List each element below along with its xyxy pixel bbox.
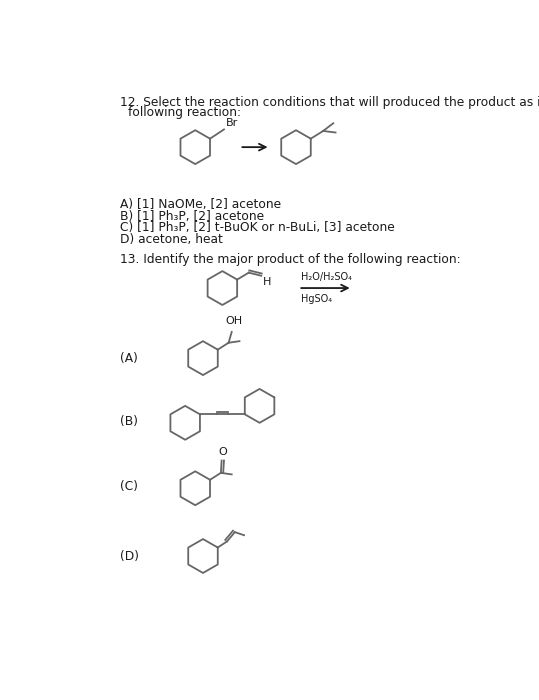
- Text: 12. Select the reaction conditions that will produced the product as identified : 12. Select the reaction conditions that …: [120, 95, 539, 108]
- Text: C) [1] Ph₃P, [2] t-BuOK or n-BuLi, [3] acetone: C) [1] Ph₃P, [2] t-BuOK or n-BuLi, [3] a…: [120, 221, 395, 234]
- Text: H₂O/H₂SO₄: H₂O/H₂SO₄: [301, 272, 351, 282]
- Text: following reaction:: following reaction:: [128, 106, 241, 118]
- Text: (C): (C): [120, 480, 138, 494]
- Text: B) [1] Ph₃P, [2] acetone: B) [1] Ph₃P, [2] acetone: [120, 209, 264, 223]
- Text: 13. Identify the major product of the following reaction:: 13. Identify the major product of the fo…: [120, 253, 461, 267]
- Text: (A): (A): [120, 351, 138, 365]
- Text: OH: OH: [225, 316, 243, 326]
- Text: A) [1] NaOMe, [2] acetone: A) [1] NaOMe, [2] acetone: [120, 198, 281, 211]
- Text: Br: Br: [225, 118, 238, 128]
- Text: H: H: [262, 277, 271, 287]
- Text: D) acetone, heat: D) acetone, heat: [120, 232, 223, 246]
- Text: (D): (D): [120, 550, 139, 563]
- Text: HgSO₄: HgSO₄: [301, 294, 332, 304]
- Text: (B): (B): [120, 415, 138, 428]
- Text: O: O: [218, 447, 227, 458]
